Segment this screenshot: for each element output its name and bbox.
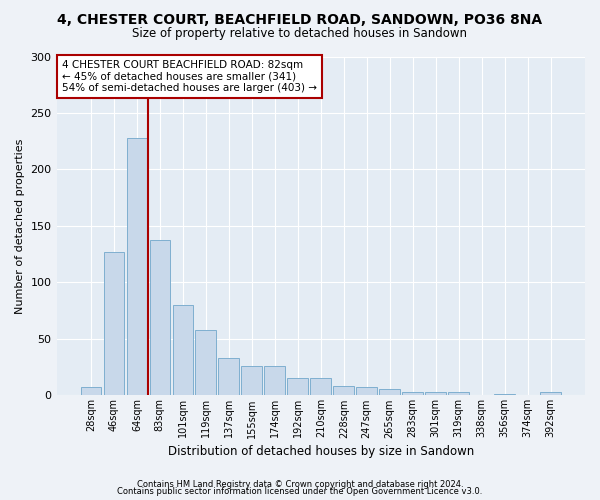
- Bar: [379, 388, 400, 396]
- Bar: [310, 378, 331, 396]
- Bar: [494, 394, 515, 396]
- Text: Contains public sector information licensed under the Open Government Licence v3: Contains public sector information licen…: [118, 487, 482, 496]
- Text: 4, CHESTER COURT, BEACHFIELD ROAD, SANDOWN, PO36 8NA: 4, CHESTER COURT, BEACHFIELD ROAD, SANDO…: [58, 12, 542, 26]
- Bar: [356, 388, 377, 396]
- Bar: [80, 388, 101, 396]
- Bar: [149, 240, 170, 396]
- Bar: [425, 392, 446, 396]
- Text: 4 CHESTER COURT BEACHFIELD ROAD: 82sqm
← 45% of detached houses are smaller (341: 4 CHESTER COURT BEACHFIELD ROAD: 82sqm ←…: [62, 60, 317, 93]
- Text: Contains HM Land Registry data © Crown copyright and database right 2024.: Contains HM Land Registry data © Crown c…: [137, 480, 463, 489]
- Bar: [241, 366, 262, 396]
- Bar: [403, 392, 423, 396]
- Bar: [104, 252, 124, 396]
- Bar: [127, 138, 147, 396]
- Bar: [448, 392, 469, 396]
- X-axis label: Distribution of detached houses by size in Sandown: Distribution of detached houses by size …: [167, 444, 474, 458]
- Bar: [265, 366, 285, 396]
- Bar: [218, 358, 239, 396]
- Y-axis label: Number of detached properties: Number of detached properties: [15, 138, 25, 314]
- Bar: [287, 378, 308, 396]
- Bar: [173, 305, 193, 396]
- Text: Size of property relative to detached houses in Sandown: Size of property relative to detached ho…: [133, 28, 467, 40]
- Bar: [540, 392, 561, 396]
- Bar: [334, 386, 354, 396]
- Bar: [196, 330, 216, 396]
